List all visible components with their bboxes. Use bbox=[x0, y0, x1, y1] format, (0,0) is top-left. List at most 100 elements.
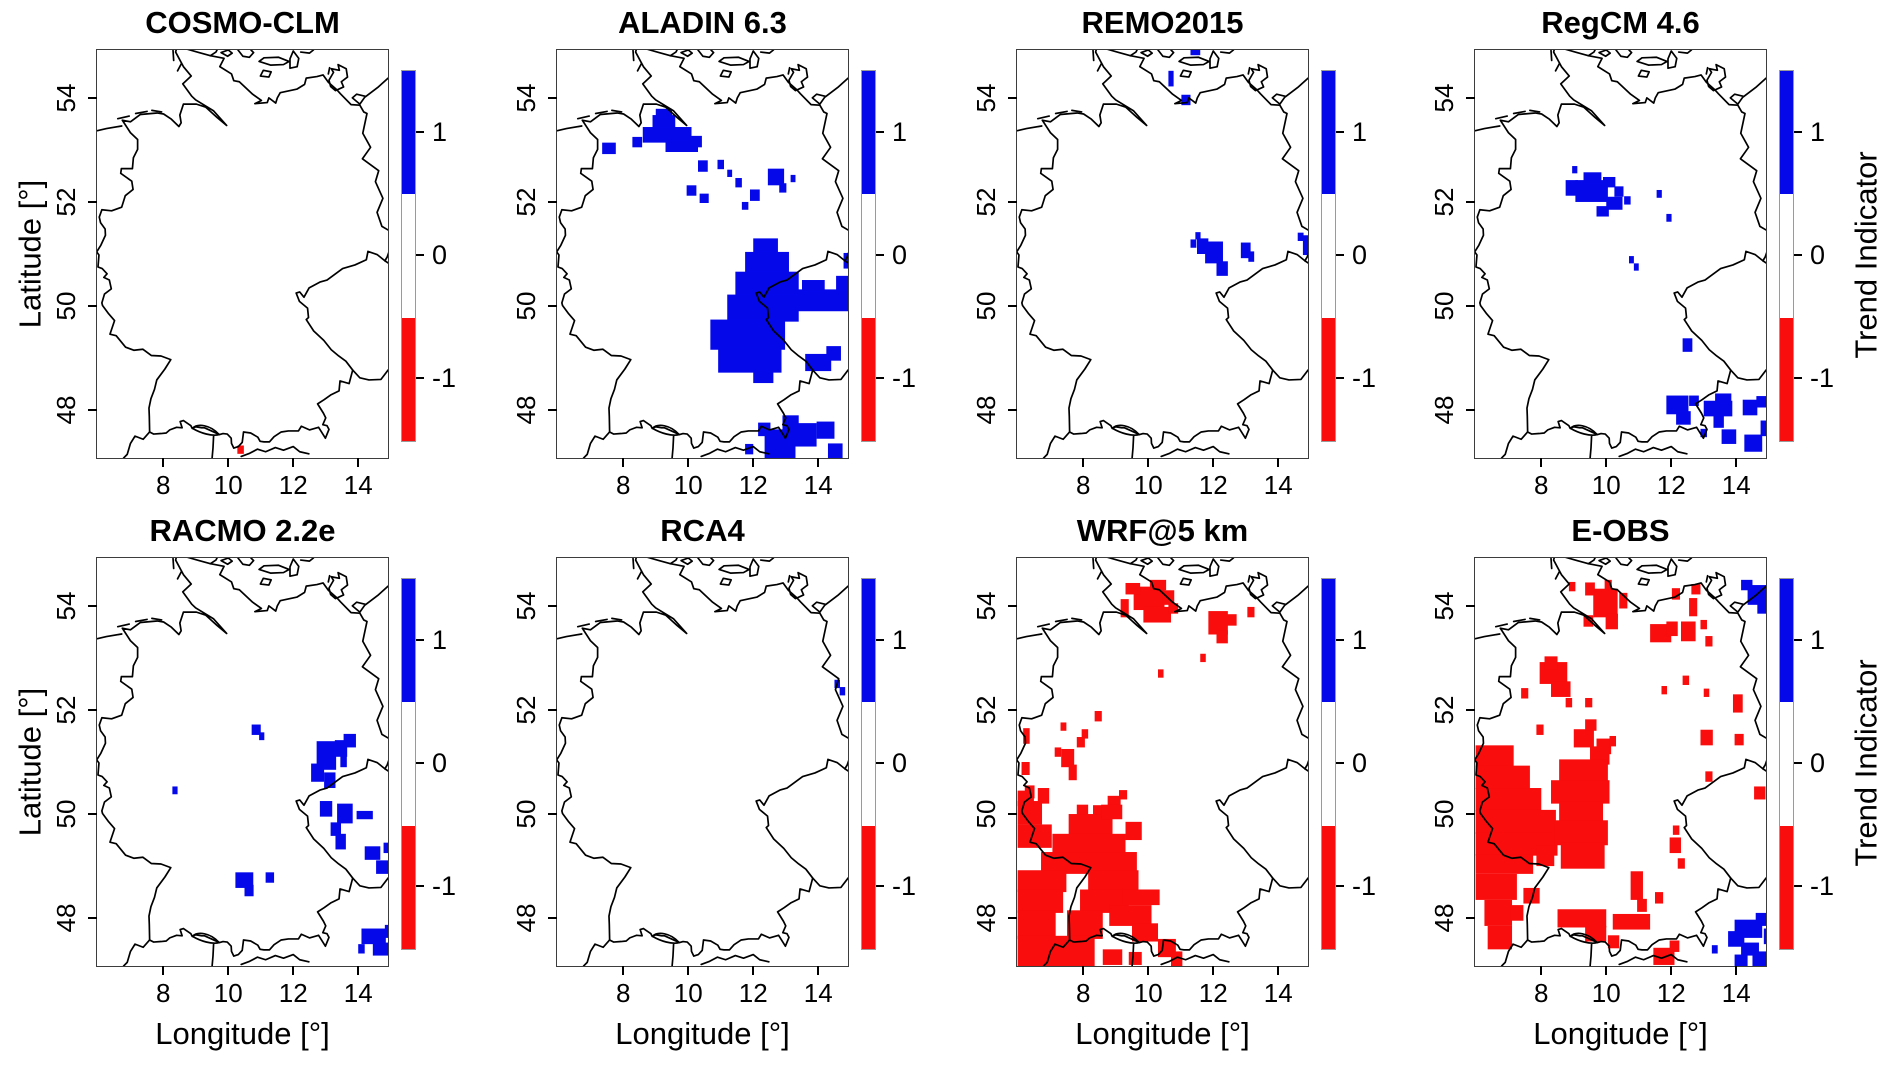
colorbar-positive-segment bbox=[402, 71, 415, 195]
colorbar-tick-label: -1 bbox=[1352, 871, 1377, 902]
y-tick-mark bbox=[1466, 708, 1475, 711]
trend-cell-negative bbox=[1585, 582, 1595, 596]
colorbar-tick-mark bbox=[416, 885, 424, 888]
colorbar-tick-label: -1 bbox=[892, 871, 917, 902]
trend-cell-negative bbox=[1573, 729, 1594, 748]
trend-cell-positive bbox=[376, 860, 388, 874]
x-tick-label: 12 bbox=[738, 978, 768, 1008]
map-panel-cosmo-clm bbox=[97, 50, 388, 458]
colorbar-tick-label: -1 bbox=[1810, 871, 1835, 902]
x-axis-title: Longitude [°] bbox=[155, 1016, 330, 1051]
colorbar-zero-segment bbox=[402, 702, 415, 826]
x-tick-label: 8 bbox=[1076, 978, 1091, 1008]
trend-cell-positive bbox=[1721, 429, 1737, 444]
trend-cell-negative bbox=[1700, 729, 1713, 746]
colorbar-zero-segment bbox=[1780, 702, 1793, 826]
colorbar-tick-label: 1 bbox=[432, 116, 448, 147]
trend-cell-negative bbox=[1171, 951, 1183, 966]
trend-cell-positive bbox=[1734, 954, 1748, 966]
colorbar-tick-mark bbox=[1794, 130, 1802, 133]
x-tick-mark bbox=[162, 458, 165, 467]
y-tick-mark bbox=[548, 917, 557, 920]
map-panel-rca4 bbox=[557, 558, 848, 966]
y-tick-label: 48 bbox=[971, 903, 1001, 933]
colorbar-negative-segment bbox=[402, 317, 415, 441]
colorbar-positive-segment bbox=[1322, 71, 1335, 195]
trend-cell-negative bbox=[1125, 582, 1141, 595]
trend-cell-negative bbox=[1122, 889, 1160, 906]
trend-cell-positive bbox=[1624, 196, 1631, 205]
panel-title: ALADIN 6.3 bbox=[618, 5, 787, 40]
trend-cell-positive bbox=[686, 185, 697, 196]
x-tick-label: 10 bbox=[213, 978, 243, 1008]
trend-cell-negative bbox=[1619, 592, 1628, 609]
x-tick-mark bbox=[1082, 966, 1085, 975]
x-tick-mark bbox=[1735, 458, 1738, 467]
trend-cell-positive bbox=[1196, 238, 1209, 254]
colorbar-tick-label: 1 bbox=[1810, 116, 1826, 147]
trend-cell-positive bbox=[790, 174, 796, 183]
trend-cell-negative bbox=[1475, 809, 1556, 834]
y-tick-mark bbox=[548, 409, 557, 412]
colorbar-negative-segment bbox=[1322, 825, 1335, 949]
y-axis-title: Latitude [°] bbox=[12, 687, 48, 837]
x-tick-label: 10 bbox=[1591, 978, 1621, 1008]
colorbar-tick-label: 0 bbox=[432, 240, 448, 270]
trend-cell-negative bbox=[1101, 804, 1123, 820]
colorbar bbox=[401, 70, 416, 442]
colorbar-zero-segment bbox=[862, 194, 875, 318]
trend-cell-negative bbox=[1475, 854, 1534, 874]
trend-cell-negative bbox=[1654, 892, 1664, 904]
y-tick-mark bbox=[88, 200, 97, 203]
trend-cell-negative bbox=[1484, 899, 1513, 926]
trend-cell-positive bbox=[172, 786, 178, 795]
trend-cell-negative bbox=[1208, 611, 1228, 635]
y-tick-mark bbox=[88, 96, 97, 99]
trend-cell-positive bbox=[319, 801, 333, 817]
x-tick-label: 8 bbox=[616, 978, 631, 1008]
trend-cell-negative bbox=[1557, 909, 1607, 928]
trend-cell-negative bbox=[1568, 581, 1576, 592]
y-tick-mark bbox=[1008, 813, 1017, 816]
trend-cell-positive bbox=[727, 294, 799, 322]
panel-title: E-OBS bbox=[1571, 513, 1670, 548]
trend-cell-negative bbox=[1653, 947, 1675, 965]
y-tick-mark bbox=[548, 96, 557, 99]
trend-cell-negative bbox=[1475, 788, 1542, 812]
trend-cell-negative bbox=[1754, 786, 1766, 800]
x-tick-mark bbox=[752, 458, 755, 467]
x-tick-label: 12 bbox=[1656, 470, 1686, 500]
trend-cell-positive bbox=[826, 346, 841, 361]
colorbar bbox=[1321, 70, 1336, 442]
x-tick-mark bbox=[357, 966, 360, 975]
colorbar-tick-label: 0 bbox=[1810, 240, 1826, 270]
y-tick-label: 52 bbox=[511, 187, 541, 217]
trend-cell-negative bbox=[1585, 697, 1593, 708]
colorbar-tick-label: 1 bbox=[1352, 624, 1368, 655]
trend-cell-positive bbox=[251, 724, 261, 735]
y-tick-label: 54 bbox=[511, 83, 541, 113]
trend-cell-negative bbox=[1093, 805, 1103, 817]
y-tick-label: 48 bbox=[511, 903, 541, 933]
y-tick-mark bbox=[88, 708, 97, 711]
trend-cell-negative bbox=[1128, 951, 1142, 965]
trend-cell-positive bbox=[717, 159, 724, 170]
trend-cell-negative bbox=[1125, 821, 1142, 841]
colorbar-tick-label: -1 bbox=[1352, 363, 1377, 394]
y-tick-mark bbox=[88, 409, 97, 412]
x-tick-mark bbox=[1670, 966, 1673, 975]
colorbar-tick-label: 0 bbox=[892, 748, 908, 778]
x-tick-mark bbox=[227, 458, 230, 467]
trend-cell-positive bbox=[1744, 434, 1763, 452]
trend-cell-positive bbox=[727, 169, 733, 177]
trend-cell-positive bbox=[358, 944, 365, 954]
trend-cell-negative bbox=[1669, 837, 1681, 854]
colorbar-zero-segment bbox=[862, 702, 875, 826]
y-tick-mark bbox=[1466, 96, 1475, 99]
trend-cell-negative bbox=[1682, 675, 1690, 685]
trend-cell-negative bbox=[1689, 598, 1698, 617]
y-tick-label: 52 bbox=[1429, 695, 1459, 725]
colorbar-positive-segment bbox=[862, 579, 875, 703]
x-axis-title: Longitude [°] bbox=[1075, 1016, 1250, 1051]
